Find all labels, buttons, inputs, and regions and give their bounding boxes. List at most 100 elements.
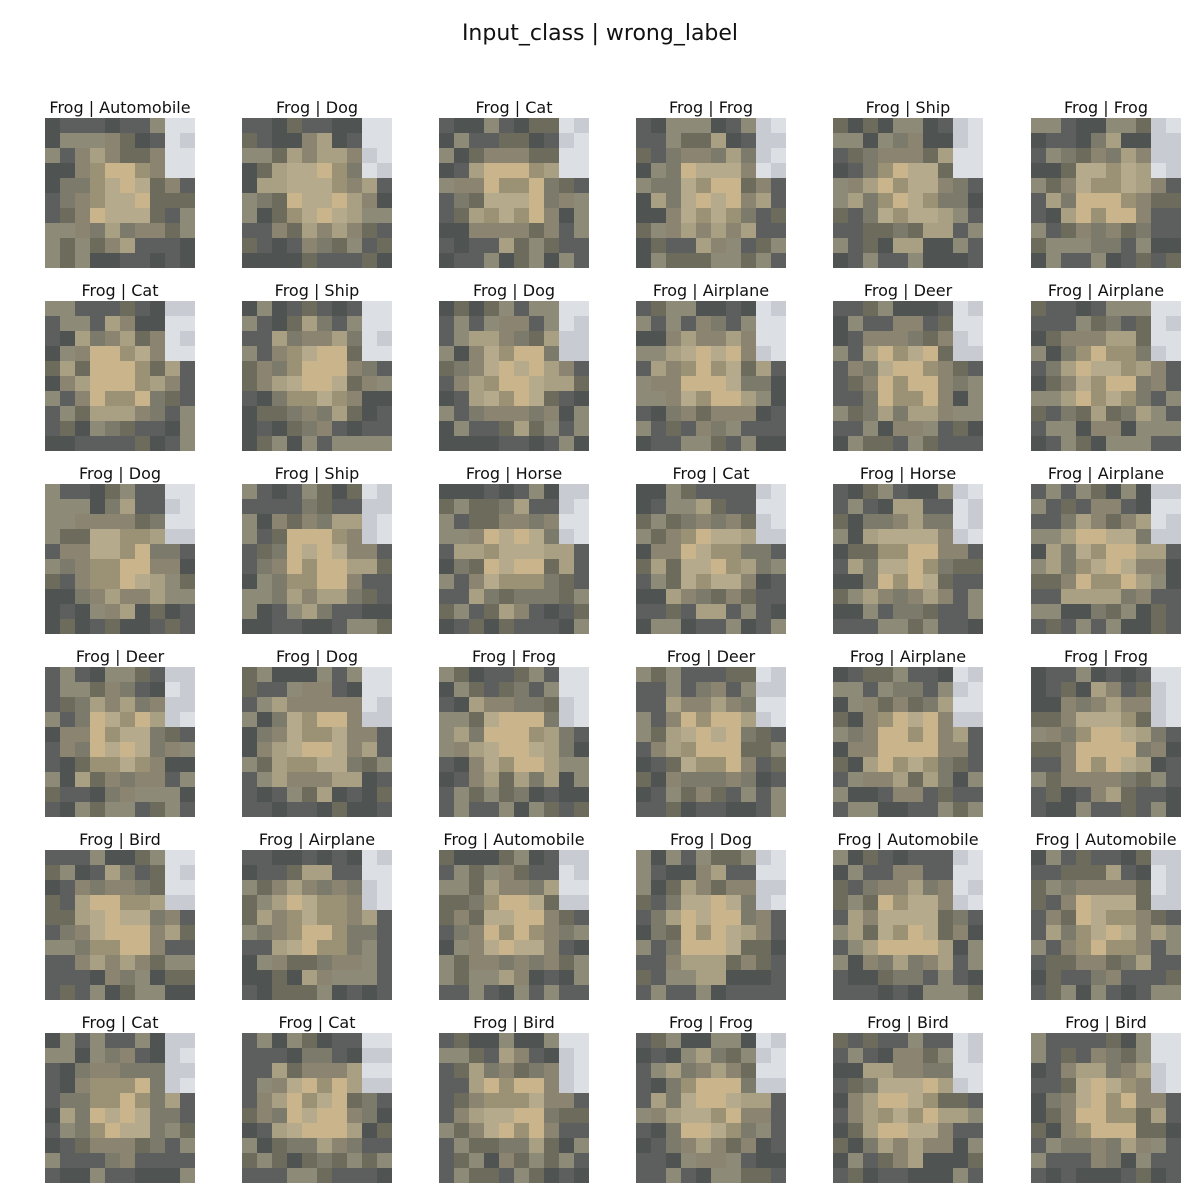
- grid-cell: Frog | Dog: [394, 281, 634, 451]
- frog-image: [439, 850, 589, 1000]
- cell-label: Frog | Airplane: [258, 830, 376, 849]
- cell-label: Frog | Dog: [275, 98, 359, 117]
- cell-label: Frog | Cat: [475, 98, 553, 117]
- frog-image: [439, 1033, 589, 1183]
- cell-label: Frog | Bird: [79, 830, 161, 849]
- figure-title: Input_class | wrong_label: [461, 21, 739, 46]
- frog-image: [242, 301, 392, 451]
- frog-image: [636, 118, 786, 268]
- frog-image: [45, 118, 195, 268]
- frog-image: [45, 484, 195, 634]
- grid-cell: Frog | Frog: [394, 647, 634, 817]
- frog-image: [833, 118, 983, 268]
- cell-label: Frog | Dog: [78, 464, 162, 483]
- frog-image: [833, 484, 983, 634]
- grid-cell: Frog | Ship: [197, 464, 437, 634]
- frog-image: [242, 850, 392, 1000]
- frog-image: [1031, 850, 1181, 1000]
- frog-image: [636, 667, 786, 817]
- frog-image: [833, 850, 983, 1000]
- cell-label: Frog | Airplane: [652, 281, 770, 300]
- cell-label: Frog | Airplane: [1047, 281, 1165, 300]
- cell-label: Frog | Bird: [867, 1013, 949, 1032]
- cell-label: Frog | Dog: [275, 647, 359, 666]
- cell-label: Frog | Dog: [472, 281, 556, 300]
- grid-cell: Frog | Cat: [0, 281, 240, 451]
- cell-label: Frog | Cat: [81, 281, 159, 300]
- grid-cell: Frog | Airplane: [986, 281, 1200, 451]
- frog-image: [833, 667, 983, 817]
- cell-label: Frog | Cat: [81, 1013, 159, 1032]
- grid-cell: Frog | Horse: [788, 464, 1028, 634]
- cell-label: Frog | Deer: [863, 281, 953, 300]
- grid-cell: Frog | Dog: [197, 647, 437, 817]
- frog-image: [242, 1033, 392, 1183]
- cell-label: Frog | Frog: [1064, 647, 1148, 666]
- grid-cell: Frog | Dog: [197, 98, 437, 268]
- cell-label: Frog | Automobile: [837, 830, 979, 849]
- cell-label: Frog | Frog: [669, 1013, 753, 1032]
- grid-cell: Frog | Automobile: [394, 830, 634, 1000]
- grid-cell: Frog | Deer: [591, 647, 831, 817]
- frog-image: [242, 484, 392, 634]
- frog-image: [1031, 1033, 1181, 1183]
- cell-label: Frog | Airplane: [849, 647, 967, 666]
- grid-cell: Frog | Frog: [986, 647, 1200, 817]
- frog-image: [1031, 667, 1181, 817]
- frog-image: [636, 484, 786, 634]
- frog-image: [833, 301, 983, 451]
- frog-image: [45, 1033, 195, 1183]
- grid-cell: Frog | Horse: [394, 464, 634, 634]
- frog-image: [439, 118, 589, 268]
- grid-cell: Frog | Airplane: [986, 464, 1200, 634]
- grid-cell: Frog | Cat: [394, 98, 634, 268]
- cell-label: Frog | Horse: [465, 464, 563, 483]
- frog-image: [45, 667, 195, 817]
- cell-label: Frog | Frog: [472, 647, 556, 666]
- frog-image: [636, 301, 786, 451]
- frog-image: [242, 667, 392, 817]
- grid-cell: Frog | Deer: [0, 647, 240, 817]
- cell-label: Frog | Ship: [865, 98, 951, 117]
- frog-image: [833, 1033, 983, 1183]
- grid-cell: Frog | Frog: [591, 98, 831, 268]
- frog-image: [45, 301, 195, 451]
- cell-label: Frog | Ship: [274, 281, 360, 300]
- grid-cell: Frog | Automobile: [986, 830, 1200, 1000]
- cell-label: Frog | Bird: [1065, 1013, 1147, 1032]
- frog-image: [439, 667, 589, 817]
- grid-cell: Frog | Bird: [788, 1013, 1028, 1183]
- grid-cell: Frog | Cat: [0, 1013, 240, 1183]
- grid-cell: Frog | Ship: [788, 98, 1028, 268]
- frog-image: [1031, 484, 1181, 634]
- grid-cell: Frog | Bird: [0, 830, 240, 1000]
- grid-cell: Frog | Airplane: [591, 281, 831, 451]
- frog-image: [636, 850, 786, 1000]
- cell-label: Frog | Cat: [672, 464, 750, 483]
- cell-label: Frog | Deer: [666, 647, 756, 666]
- frog-image: [45, 850, 195, 1000]
- cell-label: Frog | Ship: [274, 464, 360, 483]
- grid-cell: Frog | Deer: [788, 281, 1028, 451]
- cell-label: Frog | Automobile: [1035, 830, 1177, 849]
- grid-cell: Frog | Airplane: [788, 647, 1028, 817]
- grid-cell: Frog | Airplane: [197, 830, 437, 1000]
- grid-cell: Frog | Automobile: [0, 98, 240, 268]
- grid-cell: Frog | Dog: [0, 464, 240, 634]
- grid-cell: Frog | Ship: [197, 281, 437, 451]
- cell-label: Frog | Deer: [75, 647, 165, 666]
- cell-label: Frog | Frog: [669, 98, 753, 117]
- cell-label: Frog | Automobile: [49, 98, 191, 117]
- frog-image: [1031, 301, 1181, 451]
- grid-cell: Frog | Automobile: [788, 830, 1028, 1000]
- cell-label: Frog | Cat: [278, 1013, 356, 1032]
- grid-cell: Frog | Frog: [591, 1013, 831, 1183]
- cell-label: Frog | Airplane: [1047, 464, 1165, 483]
- frog-image: [439, 301, 589, 451]
- grid-cell: Frog | Frog: [986, 98, 1200, 268]
- grid-cell: Frog | Bird: [986, 1013, 1200, 1183]
- frog-image: [439, 484, 589, 634]
- grid-cell: Frog | Bird: [394, 1013, 634, 1183]
- cell-label: Frog | Frog: [1064, 98, 1148, 117]
- frog-image: [1031, 118, 1181, 268]
